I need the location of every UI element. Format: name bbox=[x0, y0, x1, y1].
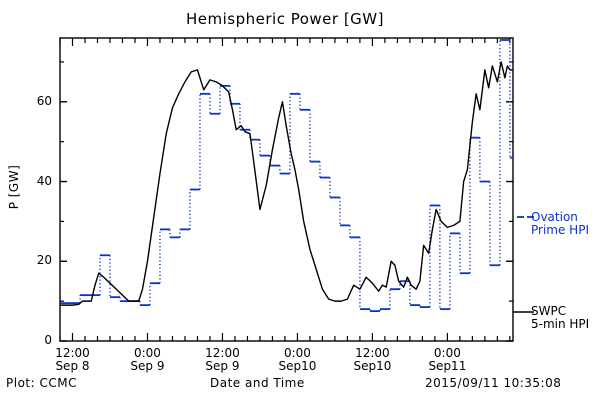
x-axis-label: Date and Time bbox=[210, 376, 305, 390]
x-tick-label: 12:00 Sep 9 bbox=[205, 346, 240, 373]
page-title: Hemispheric Power [GW] bbox=[186, 10, 384, 28]
y-tick-label: 60 bbox=[36, 93, 52, 108]
plot-credit: Plot: CCMC bbox=[6, 376, 77, 390]
x-tick-label: 12:00 Sep 8 bbox=[55, 346, 90, 373]
timestamp: 2015/09/11 10:35:08 bbox=[425, 376, 562, 390]
x-tick-label: 0:00 Sep10 bbox=[278, 346, 317, 373]
y-tick-label: 20 bbox=[36, 253, 52, 268]
legend-swpc-5min-hpi: SWPC 5-min HPI bbox=[531, 304, 590, 331]
y-tick-label: 40 bbox=[36, 173, 52, 188]
x-tick-label: 12:00 Sep10 bbox=[353, 346, 392, 373]
legend-ovation-prime-hpi: Ovation Prime HPI bbox=[531, 210, 589, 237]
x-tick-label: 0:00 Sep11 bbox=[428, 346, 467, 373]
y-tick-label: 0 bbox=[44, 333, 52, 347]
x-tick-label: 0:00 Sep 9 bbox=[130, 346, 165, 373]
